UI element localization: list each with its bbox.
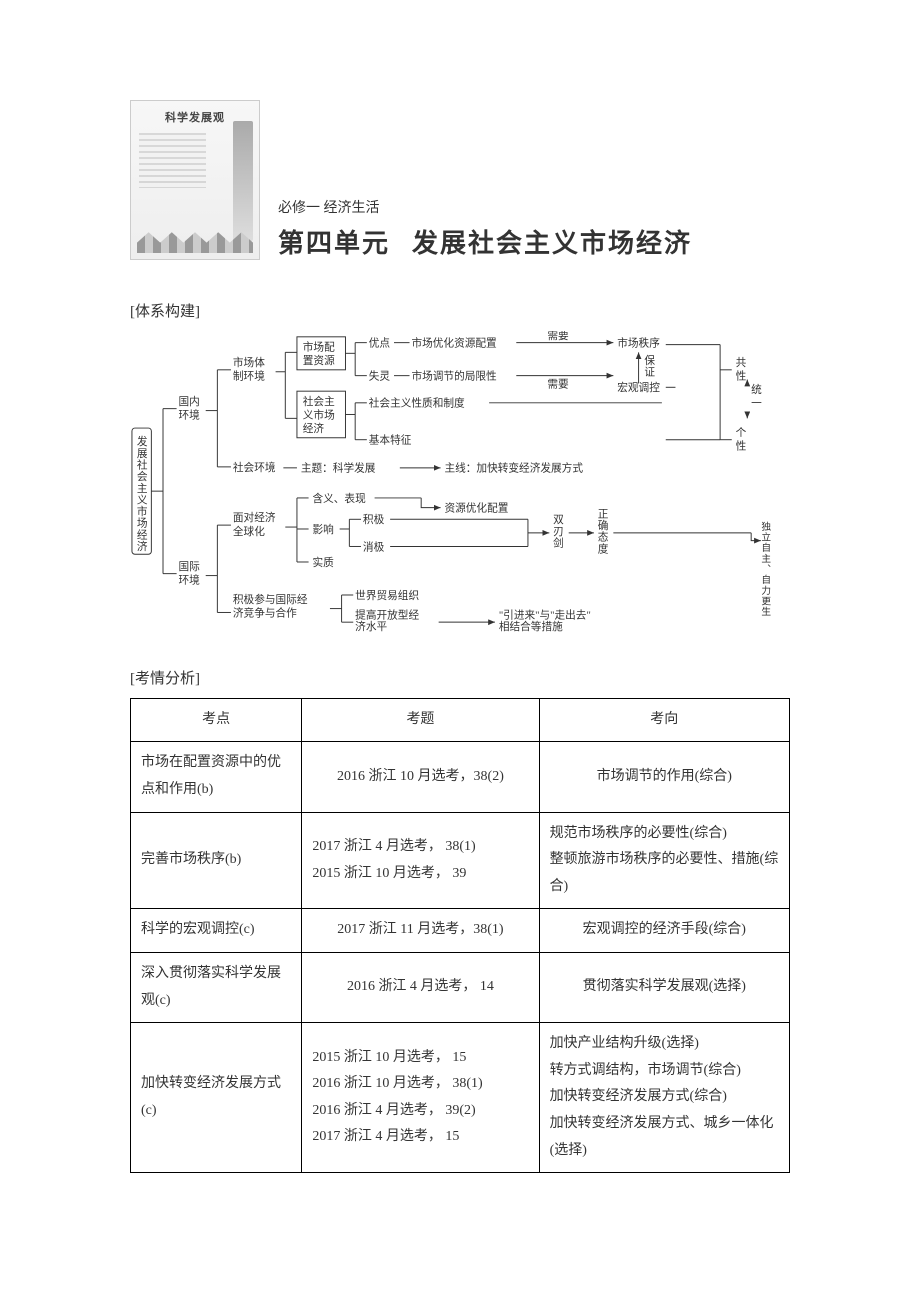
node-mean: 含义、表现 <box>312 492 366 505</box>
cell-question: 2017 浙江 11 月选考，38(1) <box>302 909 539 953</box>
cell-question: 2016 浙江 4 月选考， 14 <box>302 953 539 1023</box>
unit-prefix: 第四单元 <box>278 228 390 258</box>
cell-question: 2015 浙江 10 月选考， 15 2016 浙江 10 月选考， 38(1)… <box>302 1023 539 1173</box>
cell-topic: 深入贯彻落实科学发展观(c) <box>131 953 302 1023</box>
svg-text:性: 性 <box>736 439 747 452</box>
node-essence: 实质 <box>312 556 334 569</box>
table-row: 市场在配置资源中的优点和作用(b)2016 浙江 10 月选考，38(2)市场调… <box>131 742 790 812</box>
node-adv: 优点 <box>369 337 391 350</box>
svg-text:市场体: 市场体 <box>233 356 265 369</box>
svg-text:刃: 刃 <box>553 526 564 538</box>
unit-name: 发展社会主义市场经济 <box>412 228 692 258</box>
node-neg: 消极 <box>363 540 385 553</box>
svg-text:市场配: 市场配 <box>303 340 335 353</box>
node-soc-env: 社会环境 <box>233 461 276 474</box>
node-mainline: 主线：加快转变经济发展方式 <box>444 462 583 475</box>
kicker-text: 必修一 经济生活 <box>278 197 692 217</box>
cell-direction: 贯彻落实科学发展观(选择) <box>539 953 789 1023</box>
cell-question: 2016 浙江 10 月选考，38(2) <box>302 742 539 812</box>
svg-text:统: 统 <box>751 383 762 396</box>
svg-text:态: 态 <box>598 531 609 544</box>
node-indep: 独立自主、自力更生 <box>759 520 771 618</box>
thumb-text-block <box>139 133 206 188</box>
node-sme-nature: 社会主义性质和制度 <box>369 397 465 410</box>
svg-text:环境: 环境 <box>179 573 201 586</box>
header-thumbnail: 科学发展观 <box>130 100 260 260</box>
cell-topic: 完善市场秩序(b) <box>131 812 302 909</box>
cell-direction: 市场调节的作用(综合) <box>539 742 789 812</box>
svg-text:社会主: 社会主 <box>303 395 335 408</box>
cell-direction: 加快产业结构升级(选择) 转方式调结构，市场调节(综合) 加快转变经济发展方式(… <box>539 1023 789 1173</box>
svg-text:正: 正 <box>598 508 609 520</box>
svg-text:性: 性 <box>736 370 747 383</box>
svg-text:国内: 国内 <box>179 395 200 408</box>
cell-direction: 规范市场秩序的必要性(综合) 整顿旅游市场秩序的必要性、措施(综合) <box>539 812 789 909</box>
node-need2: 需要 <box>547 378 569 390</box>
concept-diagram: 发展社会主义市场经济 国内环境 国际环境 市场体制环境 社会环境 市场配置资源 … <box>130 331 790 632</box>
node-sme-feat: 基本特征 <box>369 434 412 447</box>
svg-text:剑: 剑 <box>553 536 564 549</box>
table-header-row: 考点 考题 考向 <box>131 698 790 742</box>
svg-text:一: 一 <box>751 398 762 410</box>
svg-text:积极参与国际经: 积极参与国际经 <box>233 593 308 606</box>
node-optalloc: 资源优化配置 <box>444 502 508 515</box>
svg-text:经济: 经济 <box>303 422 325 435</box>
svg-text:保: 保 <box>644 354 655 367</box>
cell-question: 2017 浙江 4 月选考， 38(1) 2015 浙江 10 月选考， 39 <box>302 812 539 909</box>
node-need1: 需要 <box>547 331 569 342</box>
table-row: 加快转变经济发展方式(c)2015 浙江 10 月选考， 15 2016 浙江 … <box>131 1023 790 1173</box>
svg-text:置资源: 置资源 <box>303 354 335 367</box>
unit-title: 第四单元发展社会主义市场经济 <box>278 223 692 260</box>
th-topic: 考点 <box>131 698 302 742</box>
svg-text:双: 双 <box>553 514 564 526</box>
svg-text:面对经济: 面对经济 <box>233 511 276 524</box>
node-fail-r: 市场调节的局限性 <box>411 370 497 383</box>
svg-text:共: 共 <box>736 357 747 369</box>
table-row: 深入贯彻落实科学发展观(c)2016 浙江 4 月选考， 14贯彻落实科学发展观… <box>131 953 790 1023</box>
svg-text:制环境: 制环境 <box>233 370 265 383</box>
cell-topic: 科学的宏观调控(c) <box>131 909 302 953</box>
cell-topic: 加快转变经济发展方式(c) <box>131 1023 302 1173</box>
svg-text:度: 度 <box>598 542 609 555</box>
node-wto: 世界贸易组织 <box>355 589 419 602</box>
svg-text:国际: 国际 <box>179 561 201 573</box>
svg-text:相结合等措施: 相结合等措施 <box>499 620 563 632</box>
svg-text:个: 个 <box>736 427 747 439</box>
node-theme: 主题：科学发展 <box>301 462 376 475</box>
section-analysis-label: [考情分析] <box>130 667 790 688</box>
node-root: 发展社会主义市场经济 <box>136 435 148 552</box>
page-header: 科学发展观 必修一 经济生活 第四单元发展社会主义市场经济 <box>130 100 790 260</box>
svg-text:济竞争与合作: 济竞争与合作 <box>233 606 297 619</box>
svg-text:提高开放型经: 提高开放型经 <box>355 608 419 621</box>
svg-text:济水平: 济水平 <box>355 620 387 632</box>
svg-text:全球化: 全球化 <box>233 525 265 538</box>
svg-text:义市场: 义市场 <box>303 408 335 421</box>
thumb-building <box>233 121 253 241</box>
node-fail: 失灵 <box>369 370 391 383</box>
cell-topic: 市场在配置资源中的优点和作用(b) <box>131 742 302 812</box>
node-impact: 影响 <box>312 523 333 536</box>
svg-text:确: 确 <box>598 519 609 532</box>
th-question: 考题 <box>302 698 539 742</box>
section-system-label: [体系构建] <box>130 300 790 321</box>
table-row: 科学的宏观调控(c)2017 浙江 11 月选考，38(1)宏观调控的经济手段(… <box>131 909 790 953</box>
svg-text:"引进来"与"走出去": "引进来"与"走出去" <box>499 608 591 621</box>
svg-text:证: 证 <box>644 367 655 379</box>
node-order: 市场秩序 <box>617 337 660 350</box>
svg-text:环境: 环境 <box>179 408 201 421</box>
table-row: 完善市场秩序(b)2017 浙江 4 月选考， 38(1) 2015 浙江 10… <box>131 812 790 909</box>
node-adv-r: 市场优化资源配置 <box>411 337 497 350</box>
analysis-table: 考点 考题 考向 市场在配置资源中的优点和作用(b)2016 浙江 10 月选考… <box>130 698 790 1173</box>
node-pos: 积极 <box>363 513 385 526</box>
cell-direction: 宏观调控的经济手段(综合) <box>539 909 789 953</box>
title-block: 必修一 经济生活 第四单元发展社会主义市场经济 <box>278 197 692 260</box>
th-direction: 考向 <box>539 698 789 742</box>
